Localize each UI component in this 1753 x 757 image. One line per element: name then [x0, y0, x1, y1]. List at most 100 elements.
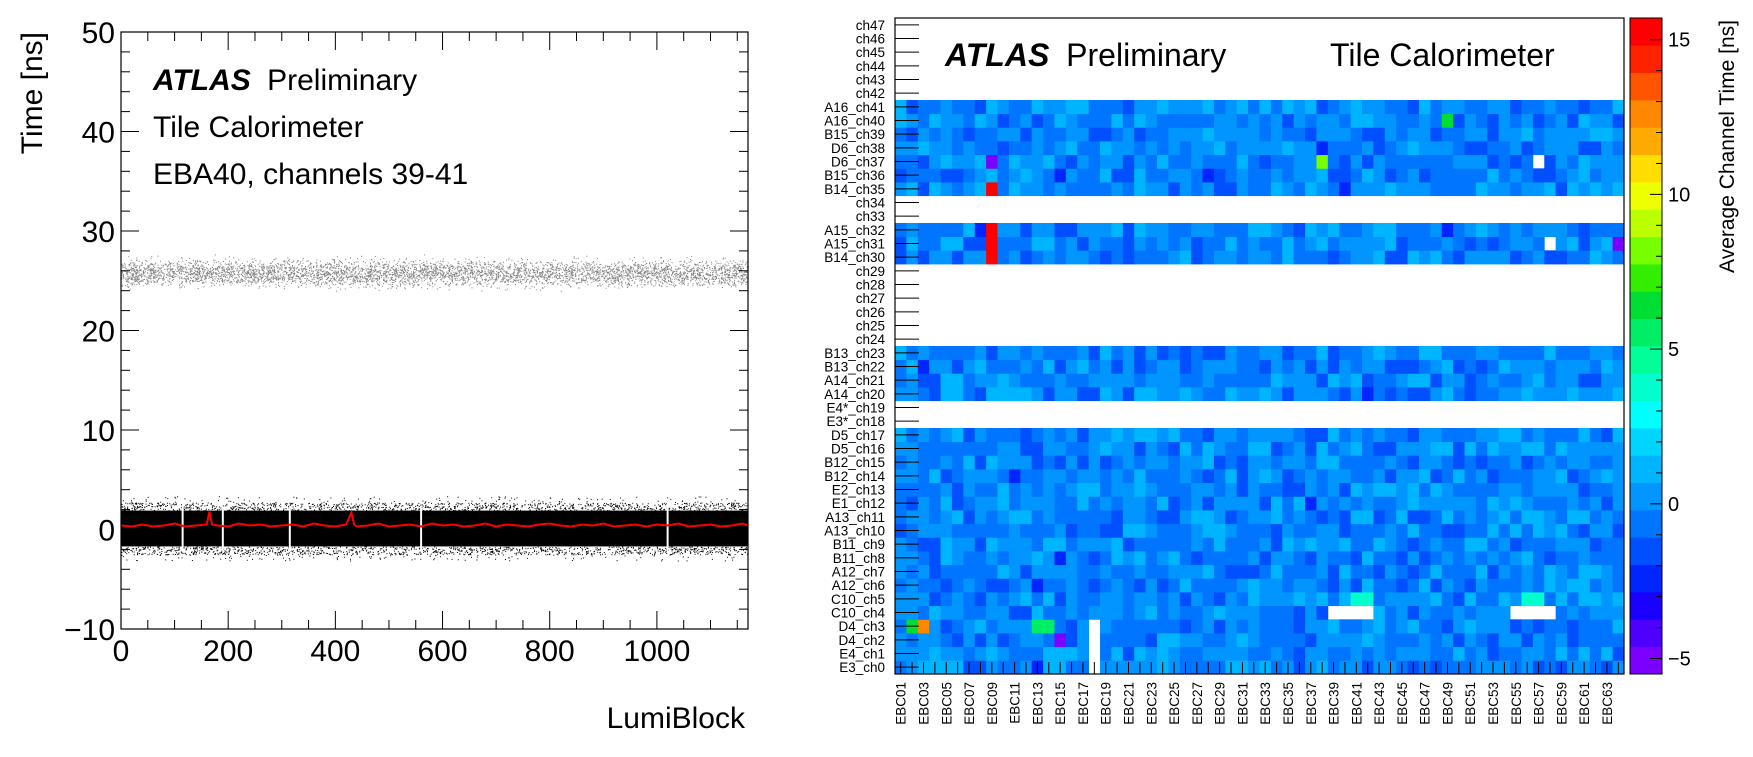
heatmap-cell	[1475, 100, 1488, 115]
heatmap-cell	[1305, 359, 1317, 374]
heatmap-cell	[1031, 182, 1044, 197]
heatmap-cell	[1589, 469, 1602, 484]
heatmap-cell	[1248, 359, 1260, 374]
heatmap-cell	[1168, 455, 1181, 470]
heatmap-cell	[1270, 619, 1283, 634]
heatmap-cell	[1054, 537, 1067, 552]
heatmap-cell	[1567, 537, 1579, 552]
heatmap-cell	[1555, 619, 1568, 634]
heatmap-cell	[1373, 113, 1386, 128]
heatmap-cell	[917, 113, 930, 128]
heatmap-cell	[1305, 100, 1317, 115]
heatmap-cell	[1475, 359, 1488, 374]
heatmap-cell	[1384, 250, 1397, 265]
heatmap-cell	[1088, 182, 1101, 197]
heatmap-cell	[997, 154, 1010, 169]
heatmap-cell	[1259, 359, 1272, 374]
heatmap-cell	[1077, 469, 1090, 484]
heatmap-cell	[1510, 482, 1522, 497]
heatmap-cell	[1612, 373, 1625, 388]
heatmap-cell	[1008, 619, 1021, 634]
heatmap-cell	[1088, 113, 1101, 128]
heatmap-cell	[1031, 496, 1044, 511]
heatmap-cell	[1510, 141, 1522, 156]
heatmap-cell	[1327, 646, 1340, 661]
heatmap-cell	[1373, 619, 1386, 634]
heatmap-cell	[1077, 236, 1090, 251]
heatmap-cell	[1567, 100, 1579, 115]
heatmap-cell	[963, 578, 976, 593]
heatmap-cell	[1054, 592, 1067, 607]
heatmap-cell	[1316, 496, 1329, 511]
heatmap-cell	[1111, 469, 1124, 484]
heatmap-cell	[1475, 250, 1488, 265]
heatmap-cell	[1259, 592, 1272, 607]
heatmap-cell	[1259, 633, 1272, 648]
heatmap-cell	[1065, 168, 1078, 183]
heatmap-cell	[1362, 346, 1374, 361]
heatmap-cell	[1202, 633, 1215, 648]
heatmap-cell	[1362, 496, 1374, 511]
heatmap-cell	[1008, 168, 1021, 183]
heatmap-cell	[1293, 564, 1306, 579]
heatmap-cell	[1305, 551, 1317, 566]
heatmap-cell	[1487, 537, 1500, 552]
heatmap-y-label: ch46	[856, 32, 885, 47]
heatmap-cell	[1179, 359, 1192, 374]
heatmap-cell	[1077, 441, 1090, 456]
heatmap-cell	[1589, 551, 1602, 566]
heatmap-cell	[1316, 113, 1329, 128]
heatmap-cell	[1418, 441, 1431, 456]
left-gap-lines-layer	[181, 507, 669, 552]
left-y-tick-label: 10	[82, 415, 115, 448]
heatmap-cell	[1111, 455, 1124, 470]
heatmap-cell	[1111, 154, 1124, 169]
heatmap-cell	[1396, 633, 1408, 648]
heatmap-cell	[1464, 236, 1477, 251]
heatmap-cell	[1202, 605, 1215, 620]
heatmap-cell	[1453, 496, 1465, 511]
heatmap-cell	[1384, 236, 1397, 251]
right-detector-label: Tile Calorimeter	[1330, 37, 1555, 73]
heatmap-cell	[1134, 592, 1146, 607]
heatmap-cell	[997, 236, 1010, 251]
heatmap-cell	[1077, 523, 1090, 538]
heatmap-cell	[1589, 373, 1602, 388]
heatmap-cell	[1043, 373, 1055, 388]
heatmap-cell	[1350, 537, 1363, 552]
heatmap-cell	[1156, 223, 1169, 238]
heatmap-cell	[1065, 592, 1078, 607]
heatmap-cell	[1031, 236, 1044, 251]
heatmap-cell	[1077, 113, 1090, 128]
heatmap-cell	[1156, 182, 1169, 197]
heatmap-cell	[1601, 469, 1614, 484]
heatmap-x-label: EBC35	[1281, 682, 1296, 725]
heatmap-cell	[1111, 482, 1124, 497]
heatmap-cell	[1179, 141, 1192, 156]
heatmap-cell	[1054, 510, 1067, 525]
heatmap-cell	[1293, 250, 1306, 265]
heatmap-cell	[1088, 469, 1101, 484]
heatmap-cell	[1407, 359, 1420, 374]
heatmap-cell	[1373, 551, 1386, 566]
heatmap-cell	[1236, 619, 1249, 634]
heatmap-cell	[986, 359, 998, 374]
left-x-tick-label: 400	[310, 635, 360, 668]
heatmap-cell	[1134, 605, 1146, 620]
heatmap-cell	[1339, 250, 1352, 265]
heatmap-cell	[1202, 646, 1215, 661]
heatmap-cell	[1168, 496, 1181, 511]
heatmap-cell	[1327, 236, 1340, 251]
heatmap-cell	[1134, 168, 1146, 183]
heatmap-y-label: ch26	[856, 305, 885, 320]
heatmap-cell	[1589, 182, 1602, 197]
heatmap-cell	[1043, 482, 1055, 497]
heatmap-cell	[1259, 646, 1272, 661]
heatmap-cell	[1373, 482, 1386, 497]
heatmap-cell	[1191, 564, 1203, 579]
heatmap-cell	[1145, 387, 1158, 402]
heatmap-cell	[1521, 564, 1534, 579]
heatmap-cell	[1601, 236, 1614, 251]
heatmap-cell	[1567, 250, 1579, 265]
heatmap-cell	[917, 482, 930, 497]
